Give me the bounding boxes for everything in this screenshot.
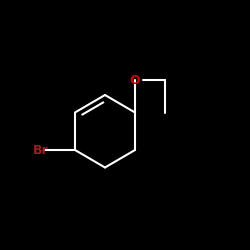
Text: Br: Br <box>32 144 48 156</box>
Text: O: O <box>130 74 140 86</box>
